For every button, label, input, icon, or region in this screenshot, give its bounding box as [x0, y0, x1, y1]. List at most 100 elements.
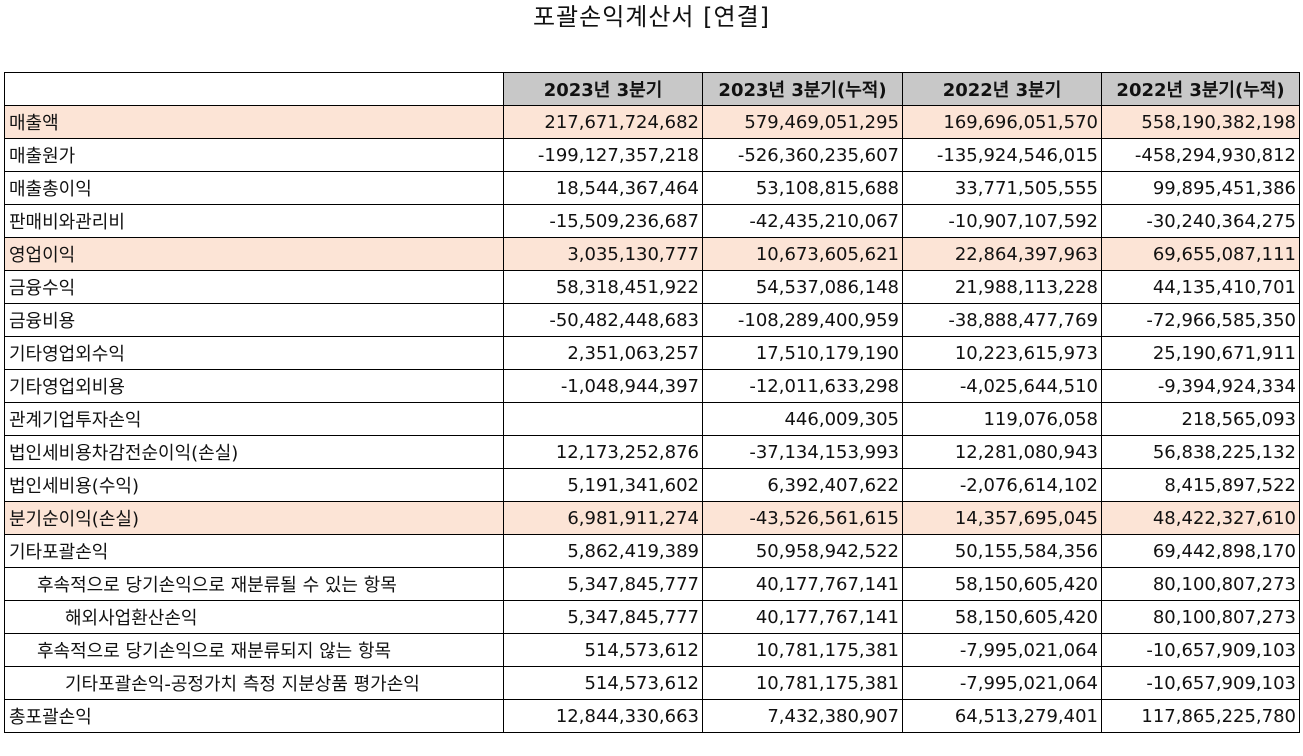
row-label: 총포괄손익 — [4, 699, 504, 733]
value-cell: -30,240,364,275 — [1101, 204, 1300, 238]
row-label: 영업이익 — [4, 237, 504, 271]
table-body: 매출액 217,671,724,682 579,469,051,295 169,696… — [4, 105, 1300, 733]
value-cell: -458,294,930,812 — [1101, 138, 1300, 172]
value-cell: -15,509,236,687 — [503, 204, 703, 238]
value-cell: 218,565,093 — [1101, 402, 1300, 436]
value-cell: 6,981,911,274 — [503, 501, 703, 535]
value-cell: 10,673,605,621 — [702, 237, 903, 271]
value-cell: -42,435,210,067 — [702, 204, 903, 238]
value-cell: -12,011,633,298 — [702, 369, 903, 403]
header-blank-cell — [4, 72, 504, 106]
table-row: 매출원가 -199,127,357,218 -526,360,235,607 -135… — [4, 138, 1300, 172]
value-cell: 14,357,695,045 — [902, 501, 1102, 535]
table-row: 후속적으로 당기손익으로 재분류될 수 있는 항목 5,347,845,777 40… — [4, 567, 1300, 601]
value-cell: -10,657,909,103 — [1101, 633, 1300, 667]
column-header: 2022년 3분기(누적) — [1101, 72, 1300, 106]
value-cell: 5,191,341,602 — [503, 468, 703, 502]
value-cell: 50,958,942,522 — [702, 534, 903, 568]
value-cell: -7,995,021,064 — [902, 666, 1102, 700]
table-row: 분기순이익(손실) 6,981,911,274 -43,526,561,615 14,… — [4, 501, 1300, 535]
value-cell: 64,513,279,401 — [902, 699, 1102, 733]
row-label: 금융수익 — [4, 270, 504, 304]
value-cell: 12,844,330,663 — [503, 699, 703, 733]
table-row: 금융비용 -50,482,448,683 -108,289,400,959 -38,8… — [4, 303, 1300, 337]
value-cell: 69,655,087,111 — [1101, 237, 1300, 271]
value-cell: 69,442,898,170 — [1101, 534, 1300, 568]
value-cell: -10,657,909,103 — [1101, 666, 1300, 700]
row-label: 기타포괄손익 — [4, 534, 504, 568]
value-cell: 33,771,505,555 — [902, 171, 1102, 205]
table-row: 영업이익 3,035,130,777 10,673,605,621 22,864,39… — [4, 237, 1300, 271]
value-cell: 80,100,807,273 — [1101, 567, 1300, 601]
column-header: 2022년 3분기 — [902, 72, 1102, 106]
value-cell: -199,127,357,218 — [503, 138, 703, 172]
value-cell: 54,537,086,148 — [702, 270, 903, 304]
value-cell: -7,995,021,064 — [902, 633, 1102, 667]
header-row: 2023년 3분기 2023년 3분기(누적) 2022년 3분기 2022년 … — [4, 72, 1300, 106]
value-cell: -50,482,448,683 — [503, 303, 703, 337]
value-cell: -9,394,924,334 — [1101, 369, 1300, 403]
value-cell: 25,190,671,911 — [1101, 336, 1300, 370]
value-cell: 40,177,767,141 — [702, 600, 903, 634]
value-cell: 10,781,175,381 — [702, 666, 903, 700]
value-cell: 8,415,897,522 — [1101, 468, 1300, 502]
value-cell: 5,347,845,777 — [503, 600, 703, 634]
value-cell: -526,360,235,607 — [702, 138, 903, 172]
row-label: 기타영업외수익 — [4, 336, 504, 370]
row-label: 법인세비용차감전순이익(손실) — [4, 435, 504, 469]
value-cell: 10,223,615,973 — [902, 336, 1102, 370]
value-cell: 558,190,382,198 — [1101, 105, 1300, 139]
value-cell: 18,544,367,464 — [503, 171, 703, 205]
table-row: 법인세비용차감전순이익(손실) 12,173,252,876 -37,134,153… — [4, 435, 1300, 469]
row-label: 기타포괄손익-공정가치 측정 지분상품 평가손익 — [4, 666, 504, 700]
value-cell: -37,134,153,993 — [702, 435, 903, 469]
table-row: 기타포괄손익 5,862,419,389 50,958,942,522 50,155,… — [4, 534, 1300, 568]
table-row: 기타포괄손익-공정가치 측정 지분상품 평가손익 514,573,612 10,78… — [4, 666, 1300, 700]
value-cell: 58,150,605,420 — [902, 600, 1102, 634]
row-label: 후속적으로 당기손익으로 재분류될 수 있는 항목 — [4, 567, 504, 601]
value-cell: -38,888,477,769 — [902, 303, 1102, 337]
value-cell: -135,924,546,015 — [902, 138, 1102, 172]
value-cell: 21,988,113,228 — [902, 270, 1102, 304]
table-row: 총포괄손익 12,844,330,663 7,432,380,907 64,513,2… — [4, 699, 1300, 733]
value-cell: -4,025,644,510 — [902, 369, 1102, 403]
column-header: 2023년 3분기(누적) — [702, 72, 903, 106]
row-label: 매출원가 — [4, 138, 504, 172]
value-cell: 446,009,305 — [702, 402, 903, 436]
value-cell: 514,573,612 — [503, 633, 703, 667]
value-cell: -43,526,561,615 — [702, 501, 903, 535]
income-statement-table: 2023년 3분기 2023년 3분기(누적) 2022년 3분기 2022년 … — [4, 72, 1300, 733]
value-cell: 119,076,058 — [902, 402, 1102, 436]
value-cell: 169,696,051,570 — [902, 105, 1102, 139]
row-label: 판매비와관리비 — [4, 204, 504, 238]
value-cell: 56,838,225,132 — [1101, 435, 1300, 469]
value-cell: 7,432,380,907 — [702, 699, 903, 733]
value-cell: -2,076,614,102 — [902, 468, 1102, 502]
table-row: 기타영업외수익 2,351,063,257 17,510,179,190 10,223… — [4, 336, 1300, 370]
value-cell — [503, 402, 703, 436]
value-cell: 6,392,407,622 — [702, 468, 903, 502]
value-cell: 22,864,397,963 — [902, 237, 1102, 271]
value-cell: 514,573,612 — [503, 666, 703, 700]
value-cell: 58,318,451,922 — [503, 270, 703, 304]
table-row: 금융수익 58,318,451,922 54,537,086,148 21,988,1… — [4, 270, 1300, 304]
value-cell: -1,048,944,397 — [503, 369, 703, 403]
row-label: 매출총이익 — [4, 171, 504, 205]
value-cell: 2,351,063,257 — [503, 336, 703, 370]
row-label: 후속적으로 당기손익으로 재분류되지 않는 항목 — [4, 633, 504, 667]
row-label: 금융비용 — [4, 303, 504, 337]
table-row: 관계기업투자손익 446,009,305 119,076,058 218,565,09… — [4, 402, 1300, 436]
value-cell: 50,155,584,356 — [902, 534, 1102, 568]
value-cell: 579,469,051,295 — [702, 105, 903, 139]
table-row: 매출액 217,671,724,682 579,469,051,295 169,696… — [4, 105, 1300, 139]
row-label: 기타영업외비용 — [4, 369, 504, 403]
value-cell: 80,100,807,273 — [1101, 600, 1300, 634]
value-cell: 12,173,252,876 — [503, 435, 703, 469]
value-cell: 217,671,724,682 — [503, 105, 703, 139]
row-label: 매출액 — [4, 105, 504, 139]
value-cell: 53,108,815,688 — [702, 171, 903, 205]
table-row: 매출총이익 18,544,367,464 53,108,815,688 33,771,… — [4, 171, 1300, 205]
column-header: 2023년 3분기 — [503, 72, 703, 106]
row-label: 법인세비용(수익) — [4, 468, 504, 502]
page-title: 포괄손익계산서 [연결] — [532, 3, 771, 31]
